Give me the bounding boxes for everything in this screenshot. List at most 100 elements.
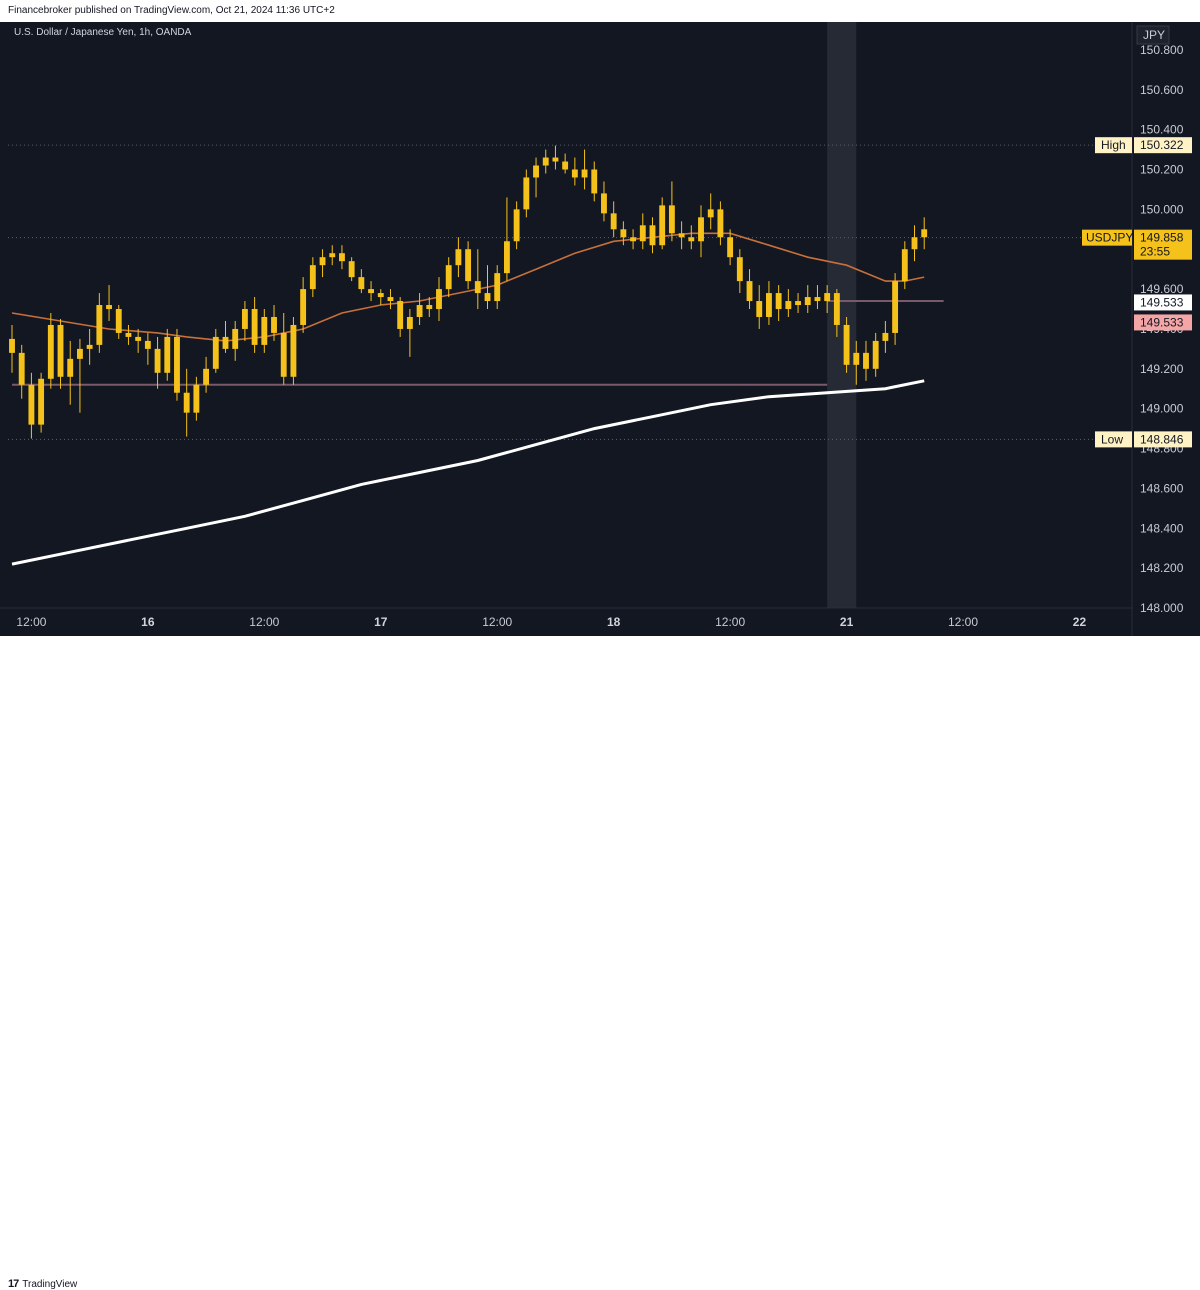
tradingview-logo-icon: 17	[8, 1278, 19, 1290]
svg-text:149.533: 149.533	[1140, 295, 1184, 309]
candle	[67, 340, 74, 405]
publisher-bar: Financebroker published on TradingView.c…	[0, 0, 1200, 22]
candle	[843, 316, 850, 373]
candle	[901, 241, 908, 290]
high-price-tag: High 150.322	[1095, 137, 1192, 154]
candle	[436, 277, 442, 321]
candle	[542, 149, 549, 174]
brand[interactable]: 17 TradingView	[8, 1278, 77, 1290]
candle	[465, 241, 472, 290]
candle	[261, 309, 268, 353]
footer-bar: 17 TradingView	[0, 636, 1200, 1290]
candle	[47, 313, 54, 389]
svg-text:149.533: 149.533	[1140, 315, 1184, 329]
candle	[416, 293, 423, 325]
y-tick-label: 148.600	[1140, 481, 1184, 495]
candle	[571, 157, 578, 186]
candle	[882, 320, 889, 353]
publisher-line: Financebroker published on TradingView.c…	[8, 5, 335, 16]
candle	[833, 289, 840, 337]
y-tick-label: 148.400	[1140, 521, 1184, 535]
candle	[921, 217, 928, 250]
candle	[853, 340, 860, 385]
candle	[290, 316, 297, 385]
y-tick-label: 150.000	[1140, 202, 1184, 216]
candle	[775, 285, 782, 321]
ma-long-line	[11, 379, 925, 566]
candle	[212, 328, 219, 373]
candle	[174, 328, 180, 401]
candle	[523, 169, 530, 218]
candle	[552, 145, 559, 170]
candle	[892, 273, 899, 345]
y-tick-label: 148.000	[1140, 601, 1184, 615]
svg-text:USDJPY: USDJPY	[1086, 231, 1133, 245]
candle	[426, 297, 433, 317]
candle	[38, 372, 45, 433]
low-price-tag: Low 148.846	[1095, 431, 1192, 448]
candle	[824, 285, 831, 314]
marker-tag-white: 149.533	[1134, 294, 1192, 311]
session-highlight	[827, 22, 857, 608]
candle	[339, 245, 345, 270]
x-tick-label: 12:00	[948, 615, 978, 629]
candle	[154, 336, 161, 389]
x-tick-label: 21	[840, 615, 854, 629]
candle	[494, 265, 501, 310]
symbol-line: U.S. Dollar / Japanese Yen, 1h, OANDA	[14, 27, 192, 38]
candle	[406, 309, 413, 357]
candle	[814, 285, 821, 310]
candle	[319, 249, 326, 278]
candle	[57, 318, 64, 389]
x-tick-label: 22	[1073, 615, 1087, 629]
candle	[387, 289, 394, 310]
candle	[106, 285, 112, 321]
y-tick-label: 149.200	[1140, 362, 1184, 376]
candle	[232, 320, 239, 361]
currency-label: JPY	[1143, 28, 1165, 42]
candle	[649, 217, 656, 254]
candle	[872, 332, 879, 377]
candle	[193, 376, 200, 421]
plot-area	[8, 22, 1132, 608]
x-tick-label: 12:00	[482, 615, 512, 629]
candle	[309, 257, 316, 298]
candle	[513, 201, 520, 250]
candle	[222, 320, 229, 353]
svg-text:148.846: 148.846	[1140, 432, 1184, 446]
candle	[329, 245, 336, 266]
candle	[736, 249, 743, 294]
x-tick-label: 12:00	[249, 615, 279, 629]
price-chart[interactable]: 148.000148.200148.400148.600148.800149.0…	[0, 22, 1200, 636]
candle	[455, 237, 462, 278]
candle	[688, 225, 695, 250]
candle	[630, 229, 637, 250]
candle	[727, 229, 734, 266]
candle	[76, 338, 83, 413]
candle	[756, 285, 763, 329]
x-tick-label: 18	[607, 615, 621, 629]
y-tick-label: 150.600	[1140, 83, 1184, 97]
currency-badge	[1136, 25, 1170, 45]
candle	[620, 221, 627, 246]
candle	[698, 205, 704, 258]
svg-text:149.858: 149.858	[1140, 231, 1184, 245]
x-tick-label: 17	[374, 615, 388, 629]
y-tick-label: 150.200	[1140, 162, 1184, 176]
candle	[203, 356, 210, 393]
x-tick-label: 16	[141, 615, 155, 629]
candle	[397, 297, 404, 337]
candle	[863, 340, 869, 381]
candle	[183, 368, 190, 437]
candle	[746, 269, 753, 310]
y-tick-label: 149.000	[1140, 402, 1184, 416]
y-tick-label: 148.200	[1140, 561, 1184, 575]
candle	[591, 161, 598, 202]
candle	[581, 149, 588, 190]
candle	[86, 328, 93, 365]
candle	[717, 201, 724, 246]
candle	[241, 301, 248, 341]
candle	[639, 213, 646, 250]
candle	[28, 372, 35, 439]
